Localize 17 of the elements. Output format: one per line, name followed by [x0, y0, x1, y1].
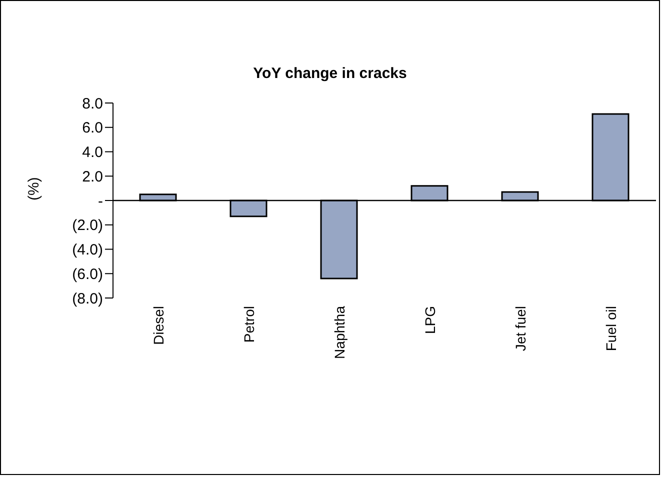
y-tick-label: -	[98, 192, 103, 210]
y-tick-label: (4.0)	[72, 242, 104, 259]
x-tick-label: Petrol	[240, 306, 257, 343]
x-tick-label: Diesel	[150, 306, 166, 345]
y-tick-label: (6.0)	[72, 266, 104, 283]
y-tick-label: 4.0	[82, 144, 103, 162]
x-tick-label: Naphtha	[331, 306, 348, 359]
y-axis-title: (%)	[25, 177, 42, 200]
chart-title: YoY change in cracks	[252, 65, 408, 82]
x-tick-label: Fuel oil	[602, 306, 619, 352]
x-tick-label: Jet fuel	[512, 306, 528, 352]
y-tick-label: (8.0)	[72, 290, 104, 308]
y-tick-label: 8.0	[82, 95, 103, 112]
y-tick-label: (2.0)	[72, 217, 104, 234]
y-tick-label: 2.0	[82, 168, 103, 186]
x-tick-label: LPG	[422, 306, 438, 334]
y-tick-label: 6.0	[82, 120, 103, 137]
